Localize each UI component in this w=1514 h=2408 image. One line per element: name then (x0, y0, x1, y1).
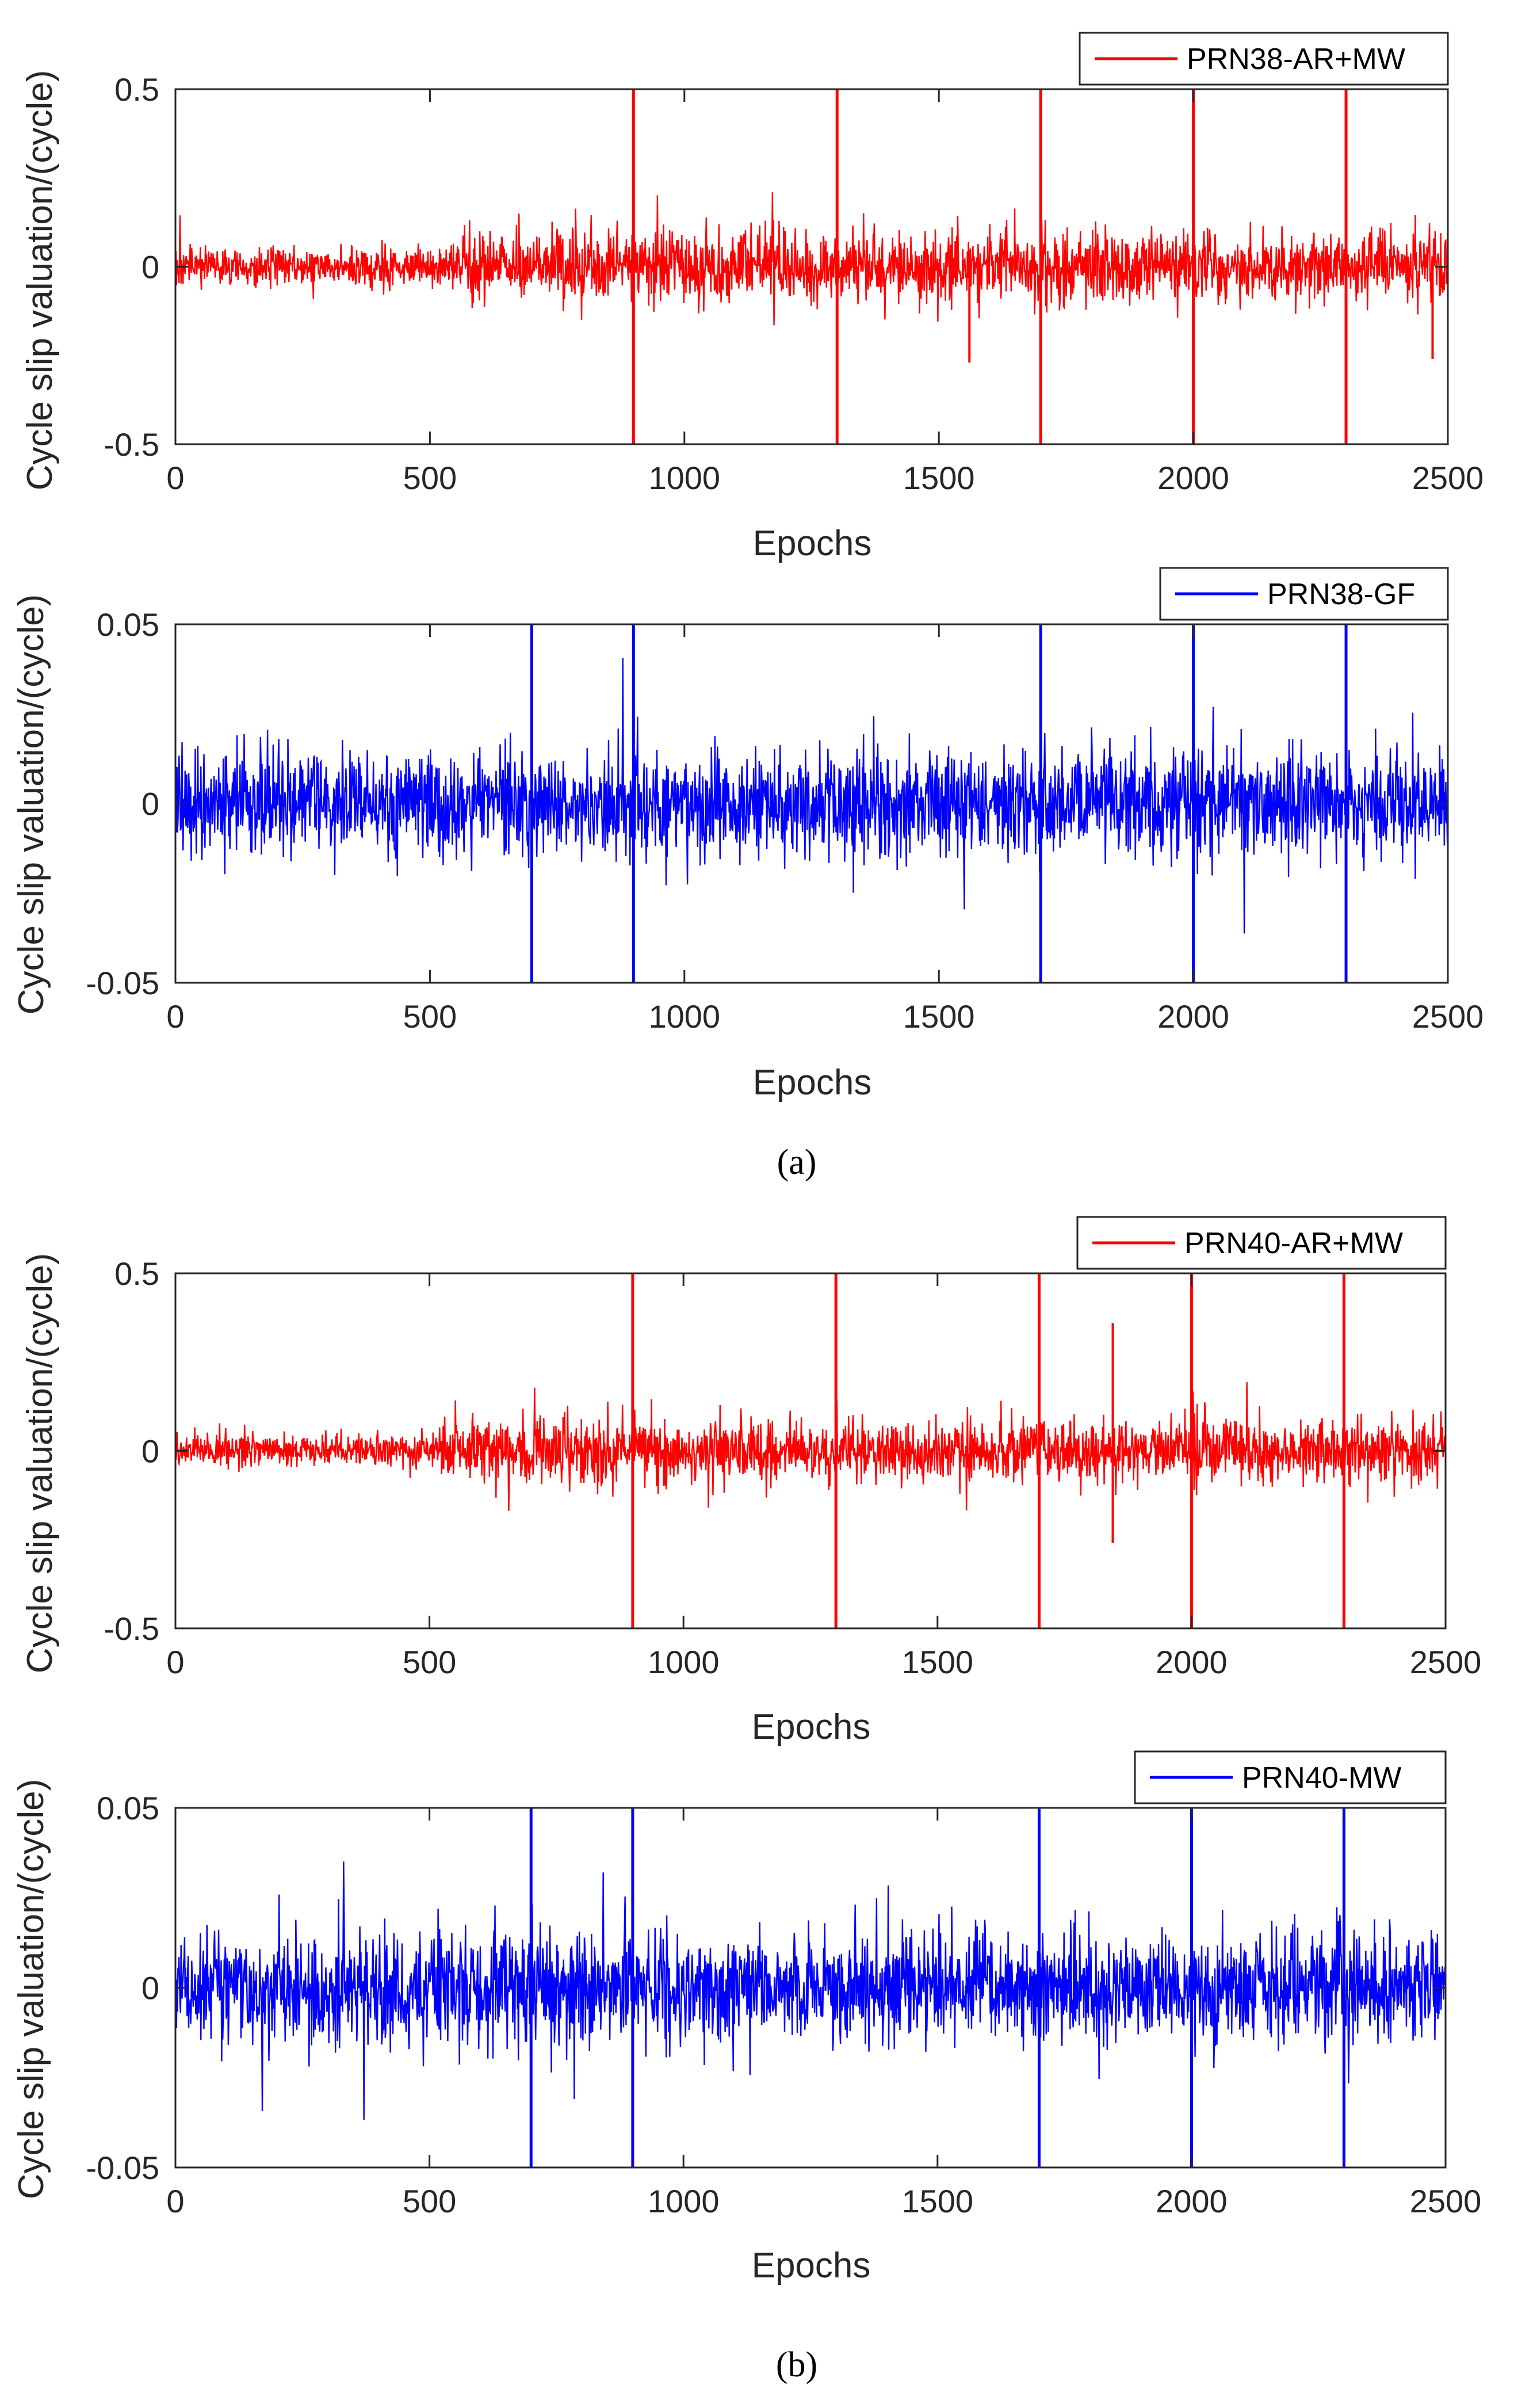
x-axis-label: Epochs (752, 2246, 871, 2285)
x-tick-label: 2500 (1412, 998, 1484, 1035)
x-tick-label: 0 (166, 2183, 184, 2219)
x-tick-label: 2500 (1410, 1644, 1482, 1680)
x-tick-label: 2000 (1157, 460, 1229, 496)
legend-label: PRN38-AR+MW (1187, 43, 1405, 76)
x-tick-label: 1500 (903, 998, 975, 1035)
x-tick-label: 2000 (1156, 1644, 1228, 1680)
x-tick-label: 1000 (648, 2183, 720, 2219)
y-axis-label: Cycle slip valuation/(cycle) (12, 1779, 51, 2199)
series-line (175, 658, 1448, 934)
y-axis-label: Cycle slip valuation/(cycle) (20, 1253, 60, 1673)
y-tick-label: 0.05 (97, 606, 159, 643)
y-tick-label: -0.05 (86, 965, 159, 1001)
legend: PRN40-AR+MW (1076, 1216, 1447, 1270)
y-tick-label: 0 (142, 1433, 159, 1470)
x-tick-label: 500 (403, 460, 457, 496)
y-axis-label: Cycle slip valuation/(cycle) (12, 594, 51, 1014)
series-line (175, 1382, 1446, 1511)
x-tick-label: 0 (166, 998, 184, 1035)
y-tick-label: 0 (142, 249, 159, 285)
x-tick-label: 1500 (903, 460, 975, 496)
chart-panel-b-top: Cycle slip valuation/(cycle) Epochs 0 500… (20, 1216, 1482, 1747)
x-axis-label: Epochs (752, 1707, 871, 1747)
y-axis-label: Cycle slip valuation/(cycle) (20, 70, 60, 490)
caption-a: (a) (777, 1143, 817, 1182)
y-tick-label: 0.5 (114, 1255, 159, 1292)
y-tick-label: -0.5 (104, 1611, 160, 1647)
legend-label: PRN40-AR+MW (1184, 1227, 1403, 1260)
series-line (175, 192, 1448, 326)
x-tick-label: 500 (403, 998, 457, 1035)
chart-panel-a-bottom: Cycle slip valuation/(cycle) Epochs 0 500… (12, 567, 1484, 1102)
legend-label: PRN38-GF (1267, 578, 1415, 611)
x-tick-label: 500 (403, 1644, 456, 1680)
x-axis-label: Epochs (753, 1063, 872, 1102)
series-line (175, 1861, 1446, 2120)
x-tick-label: 0 (166, 460, 184, 496)
x-axis-label: Epochs (753, 524, 872, 563)
y-tick-label: 0.5 (114, 71, 159, 108)
legend: PRN38-GF (1159, 567, 1449, 621)
legend: PRN38-AR+MW (1079, 32, 1449, 86)
x-tick-label: 1000 (649, 460, 721, 496)
x-tick-label: 0 (166, 1644, 184, 1680)
chart-panel-a-top: Cycle slip valuation/(cycle) Epochs 0 500… (20, 32, 1484, 563)
x-tick-label: 2000 (1157, 998, 1229, 1035)
y-axis-label-text: Cycle slip valuation/(cycle) (20, 1253, 60, 1673)
x-tick-label: 1500 (902, 1644, 974, 1680)
y-tick-label: -0.05 (86, 2150, 159, 2186)
y-tick-label: 0 (142, 1970, 159, 2006)
y-tick-label: 0.05 (97, 1790, 159, 1826)
x-tick-label: 2500 (1410, 2183, 1482, 2219)
legend-label: PRN40-MW (1242, 1761, 1401, 1795)
x-tick-label: 1000 (649, 998, 721, 1035)
x-tick-label: 500 (403, 2183, 456, 2219)
caption-b: (b) (776, 2345, 817, 2384)
chart-panel-b-bottom: Cycle slip valuation/(cycle) Epochs 0 500… (12, 1750, 1482, 2285)
x-tick-label: 2500 (1412, 460, 1484, 496)
y-axis-label-text: Cycle slip valuation/(cycle) (12, 594, 51, 1014)
legend: PRN40-MW (1134, 1750, 1447, 1804)
y-axis-label-text: Cycle slip valuation/(cycle) (12, 1779, 51, 2199)
y-tick-label: -0.5 (104, 426, 160, 463)
x-tick-label: 1500 (902, 2183, 974, 2219)
x-tick-label: 1000 (648, 1644, 720, 1680)
y-axis-label-text: Cycle slip valuation/(cycle) (20, 70, 60, 490)
x-tick-label: 2000 (1156, 2183, 1228, 2219)
y-tick-label: 0 (142, 786, 159, 822)
